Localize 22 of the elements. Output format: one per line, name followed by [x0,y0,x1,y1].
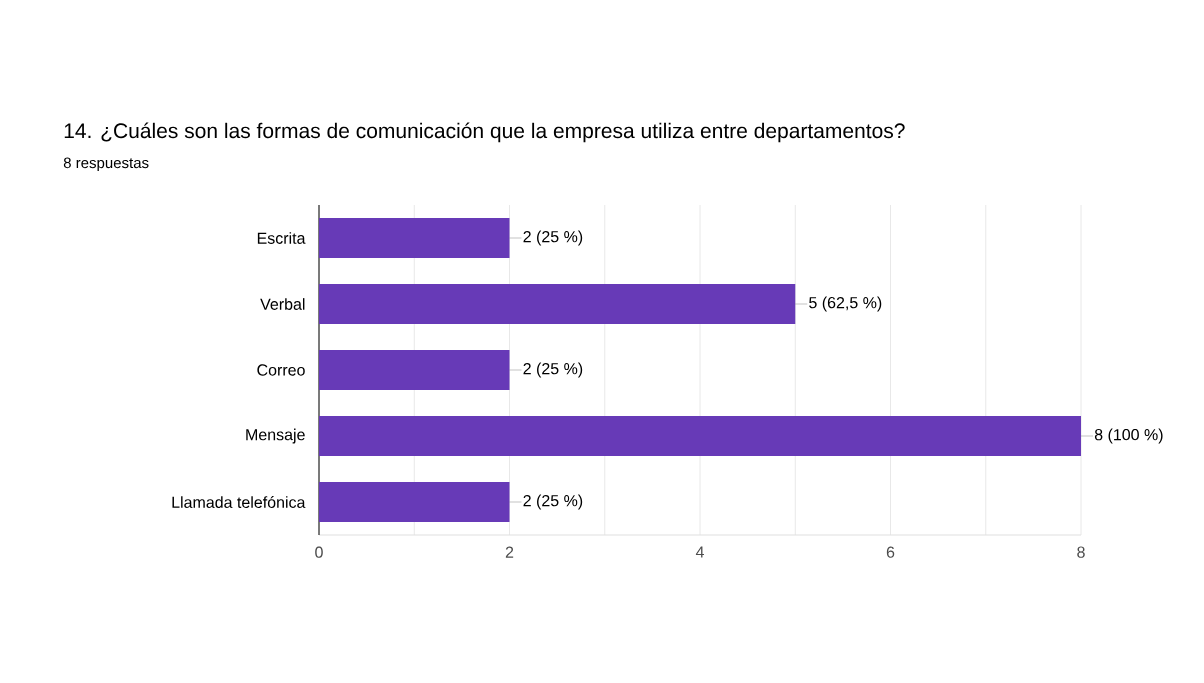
x-tick-label: 2 [505,546,514,558]
y-tick-label: Escrita [257,232,306,244]
y-tick-label: Correo [257,364,305,376]
y-tick-label: Mensaje [246,428,305,444]
data-label: 8 (100 %) [1094,428,1163,444]
y-tick-label: Llamada telefónica [172,496,306,508]
data-label: 2 (25 %) [523,230,583,246]
y-tick-label: Verbal [260,298,305,310]
bar [319,482,510,522]
bar [319,218,510,259]
bar [319,416,1082,456]
x-tick-label: 8 [1077,546,1085,558]
chart-title: 14. ¿Cuáles son las formas de comunicación que la empresa utiliza entre departamentos? [64,122,905,143]
data-label: 2 (25 %) [523,494,583,510]
bar [319,284,796,325]
data-label: 2 (25 %) [523,362,583,378]
text: 8 respuestas [63,157,149,172]
x-tick-label: 0 [315,546,323,558]
x-tick-label: 4 [695,546,704,558]
data-label: 5 (62,5 %) [809,296,882,312]
x-tick-label: 6 [886,546,895,558]
bar [319,350,510,391]
